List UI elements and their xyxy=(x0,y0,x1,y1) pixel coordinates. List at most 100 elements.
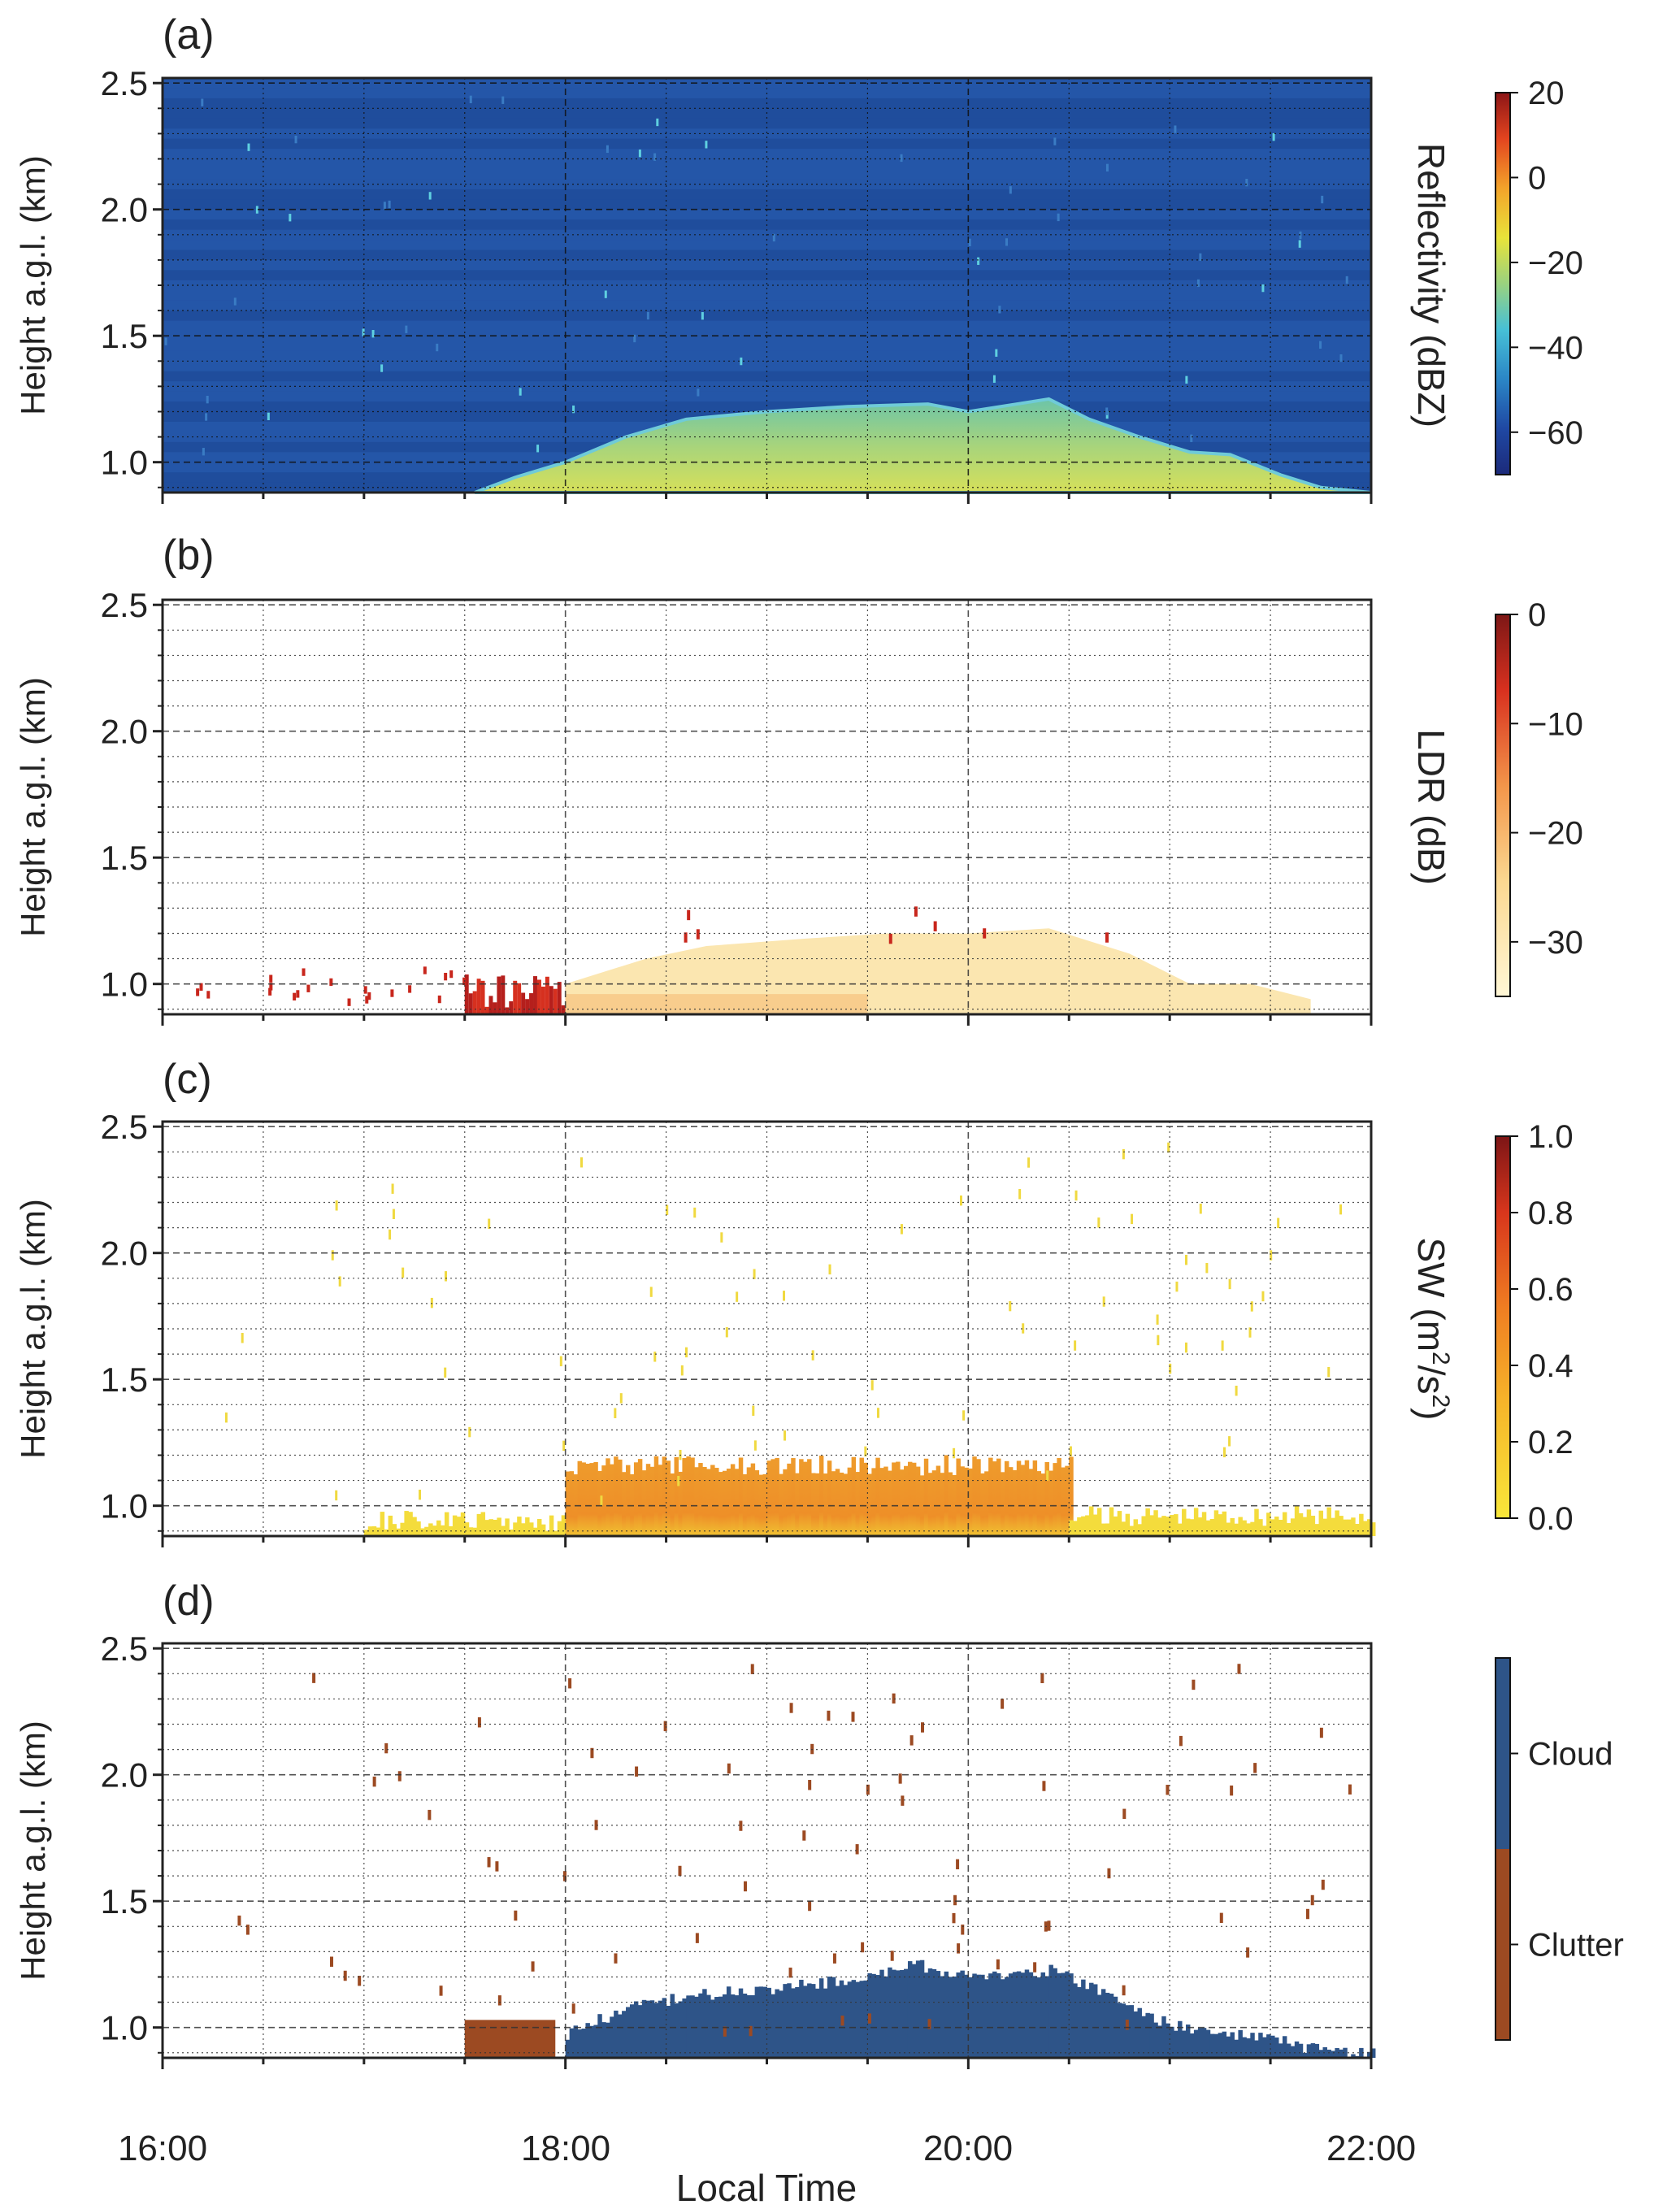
cloud-bar xyxy=(1230,2032,1235,2058)
clutter-speck xyxy=(1310,1894,1314,1906)
cloud-bar xyxy=(750,1994,756,2058)
sw-bar xyxy=(1178,1523,1183,1536)
sw-speck xyxy=(1022,1323,1025,1334)
colorbar-tick-label: 0.6 xyxy=(1528,1272,1574,1308)
cloud-bar xyxy=(1226,2036,1231,2058)
sw-bar xyxy=(1125,1513,1131,1536)
cloud-bar xyxy=(1298,2043,1304,2058)
sw-bar xyxy=(787,1463,792,1536)
colorbar-tick-label: 1.0 xyxy=(1528,1119,1574,1155)
cloud-bar xyxy=(1205,2029,1211,2058)
ldr-speck xyxy=(206,991,211,999)
sw-speck xyxy=(1223,1447,1226,1458)
sw-bar xyxy=(892,1462,896,1536)
reflectivity-speckle xyxy=(572,405,575,414)
colorbar-title: LDR (dB) xyxy=(1410,729,1452,885)
sw-speck xyxy=(1018,1189,1022,1200)
cloud-bar xyxy=(670,1994,675,2058)
sw-bar xyxy=(1209,1518,1215,1536)
ldr-cloud-base xyxy=(565,994,868,1014)
ldr-speck xyxy=(347,998,351,1006)
cloud-bar xyxy=(1048,1964,1053,2058)
reflectivity-speckle xyxy=(205,413,208,421)
cloud-bar xyxy=(968,1981,973,2058)
sw-bar xyxy=(1246,1523,1251,1536)
cloud-bar xyxy=(1326,2049,1331,2058)
sw-bar xyxy=(553,1530,558,1536)
colorbar-tick-label: −20 xyxy=(1528,816,1583,852)
reflectivity-speckle xyxy=(1057,213,1060,222)
sw-speck xyxy=(1277,1217,1280,1229)
sw-bar xyxy=(589,1463,594,1536)
sw-bar xyxy=(1137,1524,1142,1536)
cloud-bar xyxy=(1310,2043,1316,2058)
sw-bar xyxy=(1153,1510,1158,1536)
ldr-speck xyxy=(390,989,394,997)
reflectivity-speckle xyxy=(653,153,657,161)
cloud-bar xyxy=(931,1968,937,2058)
sw-bar xyxy=(940,1473,945,1536)
sw-speck xyxy=(736,1291,739,1302)
sw-bar xyxy=(1262,1525,1267,1536)
ldr-clutter-bar xyxy=(472,991,477,1014)
ldr-clutter-bar xyxy=(545,976,549,1014)
cloud-bar xyxy=(1096,1994,1102,2058)
sw-bar xyxy=(758,1474,764,1536)
clutter-speck xyxy=(739,1821,743,1831)
cloud-bar xyxy=(814,1988,820,2058)
sw-bar xyxy=(952,1474,957,1536)
sw-bar xyxy=(1092,1514,1098,1536)
clutter-speck xyxy=(808,1900,812,1912)
y-tick-label: 1.5 xyxy=(101,1882,148,1920)
sw-bar xyxy=(1065,1465,1070,1536)
sw-speck xyxy=(1074,1190,1078,1201)
ldr-clutter-bar xyxy=(561,1005,566,1014)
sw-bar xyxy=(428,1523,433,1536)
cloud-bar xyxy=(1069,1973,1074,2058)
clutter-speck xyxy=(789,1703,793,1713)
cloud-bar xyxy=(1141,2016,1146,2058)
ldr-clutter-bar xyxy=(484,1006,489,1014)
cloud-bar xyxy=(1197,2028,1203,2058)
cloud-bar xyxy=(1149,2013,1154,2058)
sw-bar xyxy=(610,1464,614,1536)
reflectivity-speckle xyxy=(247,143,250,151)
ldr-clutter-bar xyxy=(517,983,522,1014)
ldr-clutter-bar xyxy=(529,993,534,1014)
sw-bar xyxy=(641,1470,647,1536)
sw-bar xyxy=(726,1469,731,1536)
reflectivity-speckle xyxy=(1185,375,1188,384)
sw-bar xyxy=(1182,1508,1187,1536)
ldr-clutter-bar xyxy=(480,980,485,1014)
colorbar-tick-label: 0.2 xyxy=(1528,1425,1574,1460)
sw-bar xyxy=(960,1466,965,1536)
cloud-bar xyxy=(1081,1979,1086,2058)
cloud-bar xyxy=(1178,2020,1183,2058)
sw-bar xyxy=(371,1525,377,1536)
gridlines xyxy=(163,1643,1371,2058)
cloud-bar xyxy=(649,2000,655,2058)
reflectivity-speckle xyxy=(428,192,432,200)
reflectivity-speckle xyxy=(1190,434,1193,442)
ldr-clutter-bar xyxy=(493,1002,497,1014)
sw-bar xyxy=(1174,1514,1179,1536)
cloud-bar xyxy=(690,1995,695,2058)
colorbar-tick-label: −10 xyxy=(1528,706,1583,742)
sw-bar xyxy=(1326,1507,1331,1536)
cloud-bar xyxy=(622,2011,627,2058)
cloud-bar xyxy=(855,1981,861,2058)
cloud-bar xyxy=(601,2022,606,2058)
sw-bar xyxy=(420,1528,425,1536)
sw-bar xyxy=(581,1462,586,1536)
reflectivity-speckle xyxy=(740,357,743,366)
cloud-bar xyxy=(1036,1977,1042,2058)
ldr-clutter-bar xyxy=(488,996,493,1014)
sw-bar xyxy=(1149,1515,1154,1536)
cloud-bar xyxy=(988,1973,993,2058)
cloud-bar xyxy=(1137,2007,1142,2058)
sw-bar xyxy=(811,1473,816,1536)
sw-speck xyxy=(900,1224,903,1235)
sw-bar xyxy=(827,1460,832,1536)
cloud-bar xyxy=(871,1973,876,2058)
reflectivity-speckle xyxy=(536,445,540,453)
